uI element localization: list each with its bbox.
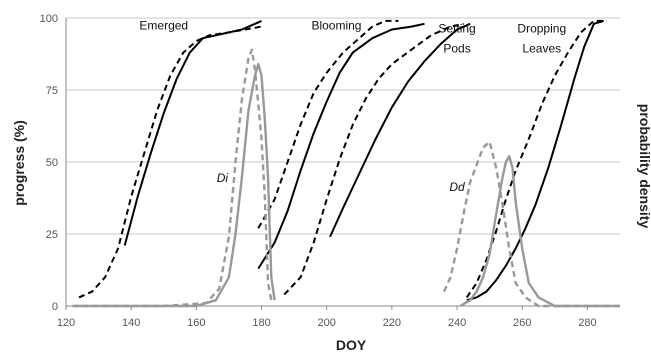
grid-layer [66,17,620,235]
x-tick-label: 260 [513,317,531,329]
y-tick-label: 100 [40,13,58,25]
y-tick-label: 0 [52,301,58,313]
annotation-label: Dd [449,180,465,194]
series-line-blooming-solid [257,22,425,270]
annotation-label: Di [217,171,229,185]
series-line-dropping-leaves-solid [466,19,604,302]
annotation-label: Emerged [139,19,188,33]
series-line-blooming-dashed [257,19,399,229]
x-tick-label: 280 [578,317,596,329]
annotation-label: Leaves [522,42,561,56]
x-tick-label: 140 [122,317,140,329]
annotation-label: Pods [443,42,470,56]
x-tick-label: 220 [383,317,401,329]
series-line-di-solid [72,62,276,308]
y-tick-label: 50 [46,157,58,169]
y-axis-title: progress (%) [11,120,27,206]
series-line-dropping-leaves-dashed [465,19,607,298]
y-tick-label: 75 [46,85,58,97]
series-line-setting-pods-solid [329,22,471,238]
x-tick-label: 120 [57,317,75,329]
axis-layer: 0 25 50 75 100 120 140 160 180 200 220 240 260 280 [40,13,620,329]
annotation-label: Setting [438,21,475,35]
x-tick-label: 240 [448,317,466,329]
secondary-y-axis-title: probability density [637,104,651,229]
annotation-label: Dropping [517,21,566,35]
series-line-setting-pods-dashed [283,22,464,296]
series-line-dd-dashed [442,140,620,308]
x-tick-label: 160 [187,317,205,329]
series-line-di-dashed [72,48,273,308]
annotation-label: Blooming [311,19,361,33]
x-tick-label: 200 [318,317,336,329]
series-line-dd-solid [459,155,620,308]
y-tick-label: 25 [46,229,58,241]
x-tick-label: 180 [252,317,270,329]
annotation-layer: Emerged Blooming Setting Pods Dropping Leaves… [139,19,566,194]
series-line-emerged-solid [123,19,262,246]
series-layer [72,19,620,308]
x-axis-title: DOY [336,337,367,353]
